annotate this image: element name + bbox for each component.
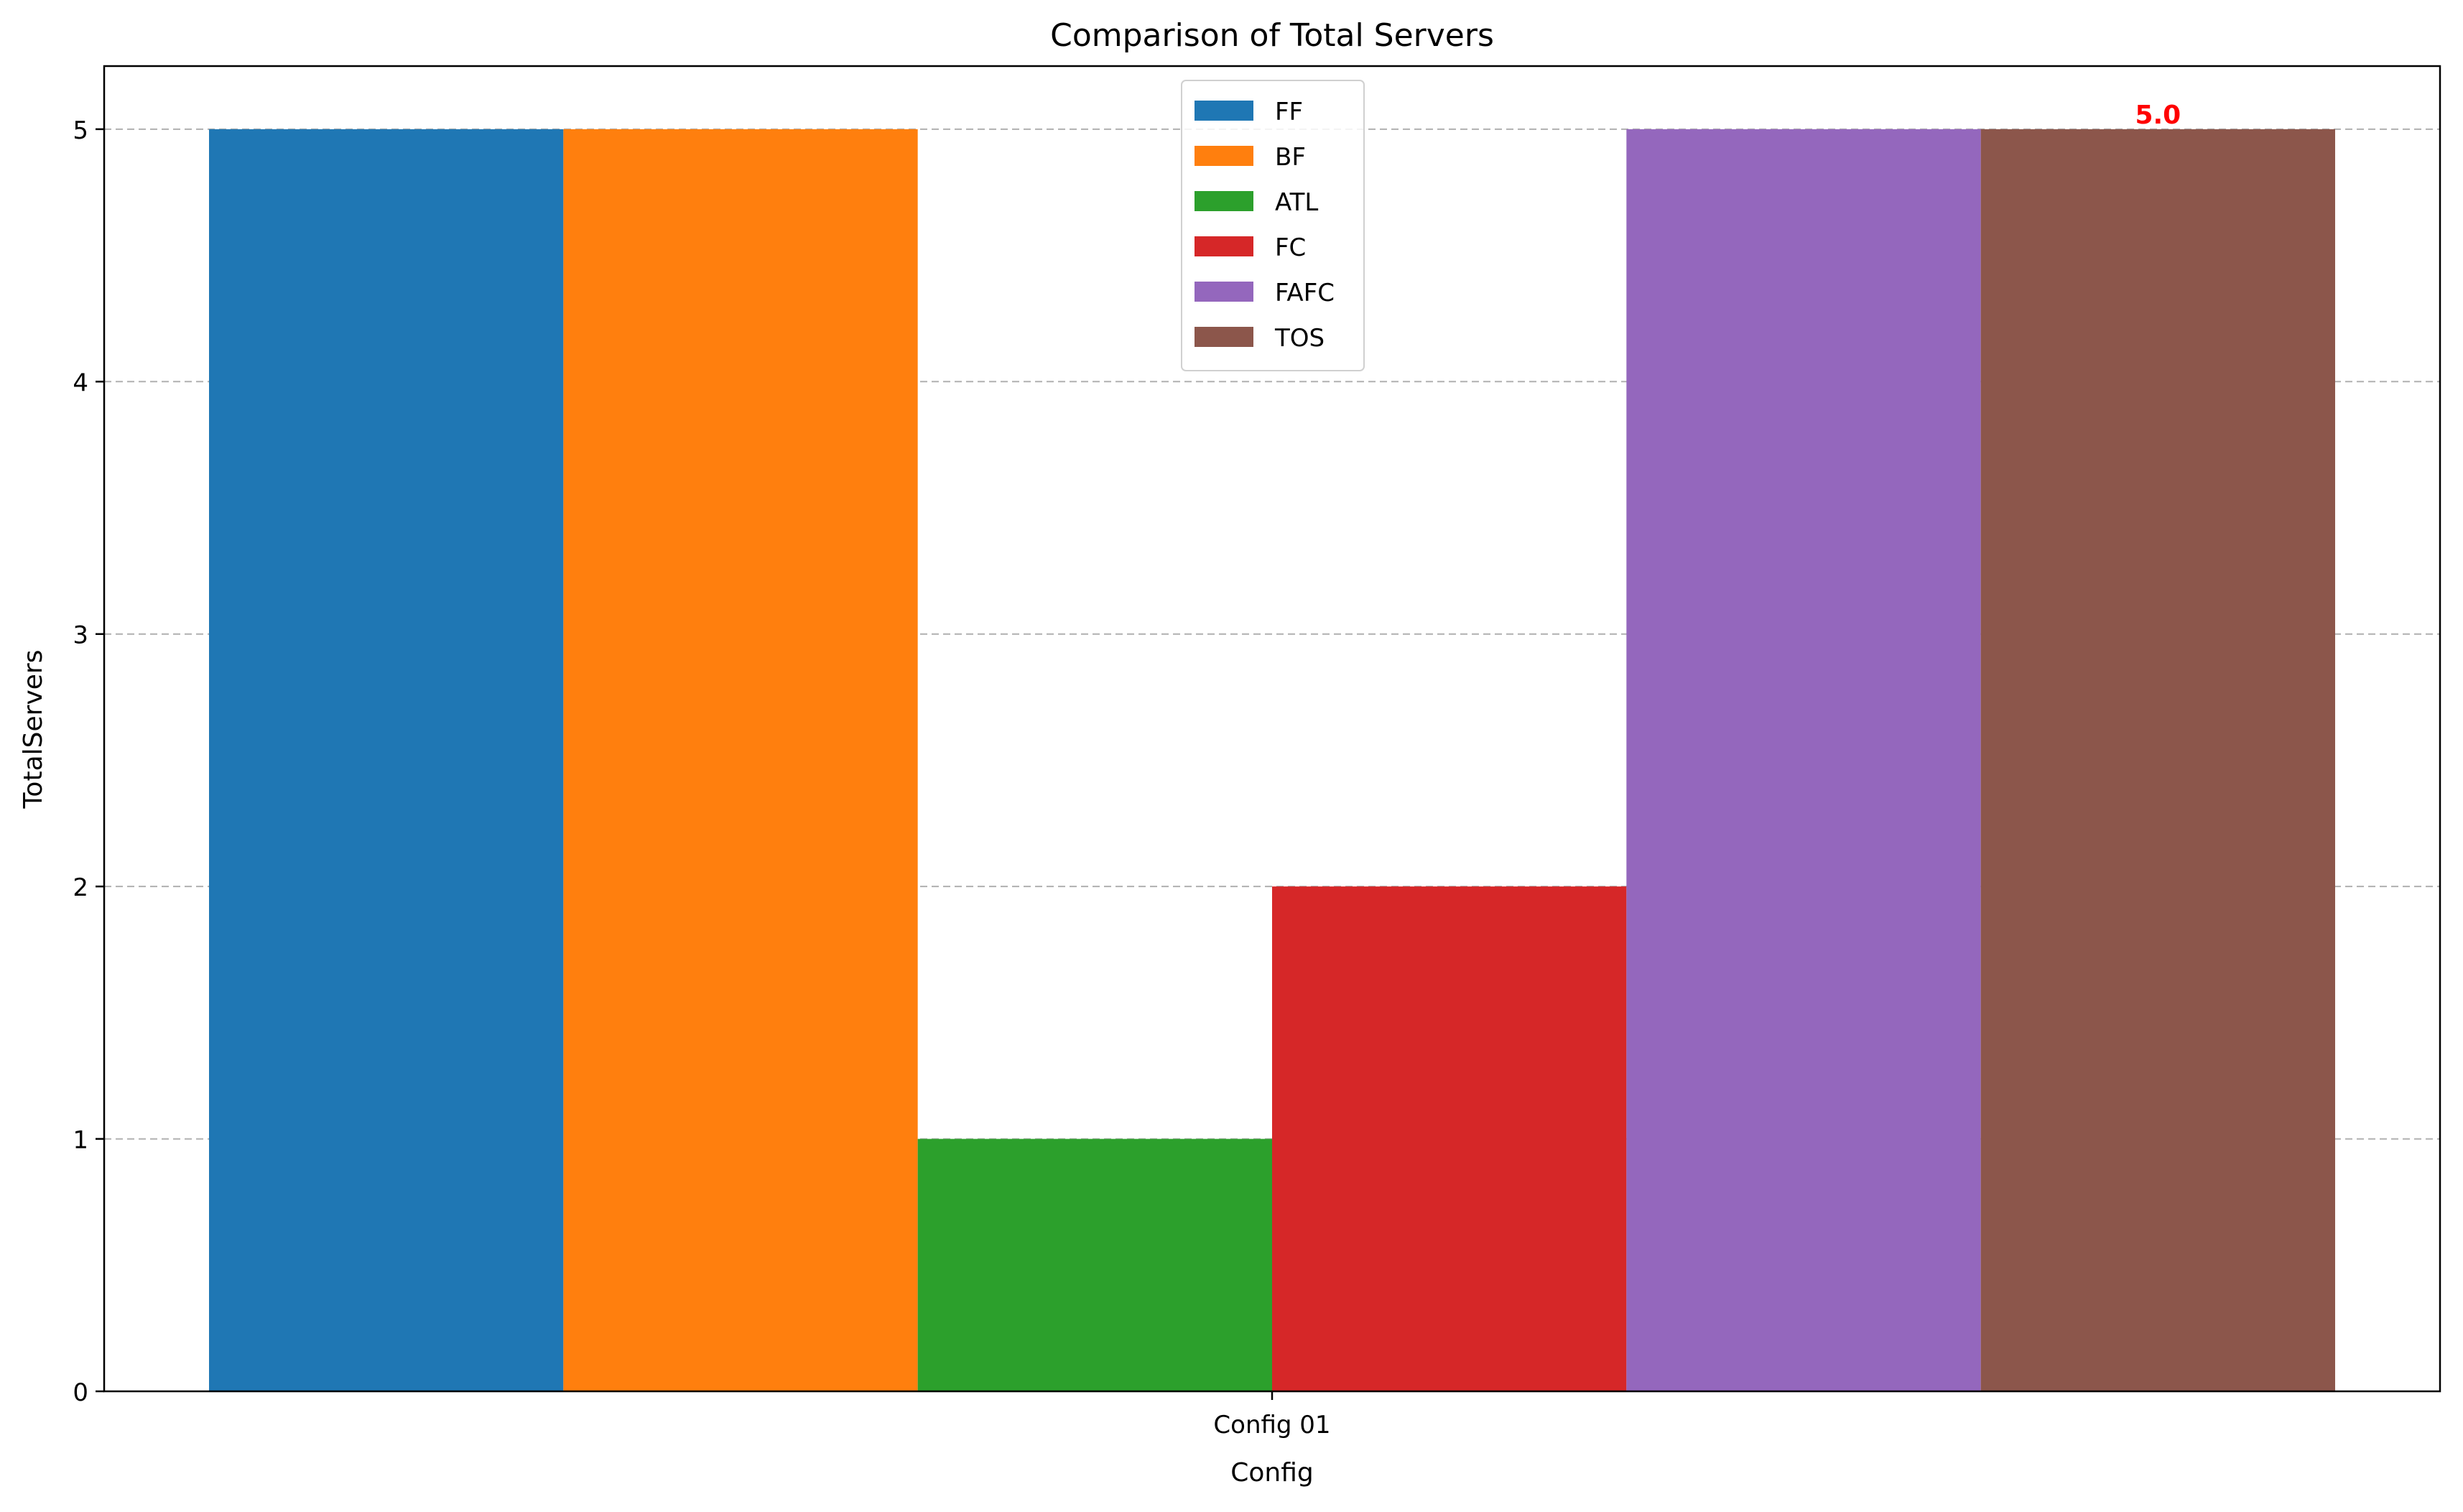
x-axis-label: Config <box>1230 1458 1314 1488</box>
y-tick-label: 5 <box>73 116 88 145</box>
y-tick-label: 1 <box>73 1126 88 1155</box>
chart-title: Comparison of Total Servers <box>1050 17 1494 54</box>
bar-tos <box>1980 129 2335 1391</box>
legend-label: ATL <box>1275 188 1318 217</box>
legend-label: FC <box>1275 233 1306 262</box>
legend-label: FF <box>1275 98 1303 126</box>
y-tick-label: 3 <box>73 621 88 650</box>
bar-atl <box>917 1138 1272 1391</box>
x-tick-label: Config 01 <box>1213 1411 1330 1439</box>
legend-label: BF <box>1275 143 1306 172</box>
legend-swatch-atl <box>1195 191 1253 211</box>
legend-swatch-fafc <box>1195 282 1253 302</box>
legend-swatch-bf <box>1195 146 1253 166</box>
y-tick-label: 2 <box>73 873 88 902</box>
y-axis: 0 1 2 3 4 5 <box>73 116 104 1407</box>
legend-label: FAFC <box>1275 279 1335 307</box>
y-tick-label: 0 <box>73 1378 88 1407</box>
annotations: 5.0 <box>2135 101 2181 130</box>
legend-swatch-tos <box>1195 327 1253 347</box>
bar-fc <box>1272 886 1627 1391</box>
legend-swatch-ff <box>1195 101 1253 121</box>
bars <box>209 129 2335 1391</box>
legend-swatch-fc <box>1195 236 1253 256</box>
y-axis-label: TotalServers <box>19 650 48 810</box>
legend-label: TOS <box>1274 324 1325 353</box>
legend: FF BF ATL FC FAFC TOS <box>1181 80 1365 371</box>
x-axis: Config 01 <box>1213 1391 1331 1439</box>
bar-bf <box>563 129 918 1391</box>
bar-fafc <box>1626 129 1981 1391</box>
bar-ff <box>209 129 564 1391</box>
y-tick-label: 4 <box>73 368 88 397</box>
data-label: 5.0 <box>2135 101 2181 130</box>
